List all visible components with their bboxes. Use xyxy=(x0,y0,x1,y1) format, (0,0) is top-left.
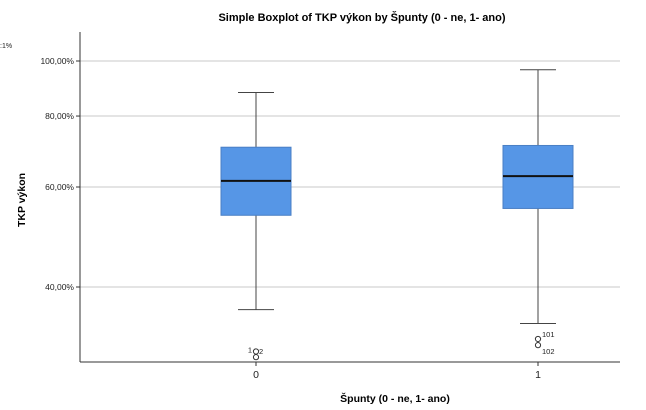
y-tick-labels: 40,00% 60,00% 80,00% 100,00% xyxy=(40,56,80,292)
chart-title: Simple Boxplot of TKP výkon by Špunty (0… xyxy=(218,11,505,24)
outlier-label: 1 xyxy=(248,345,252,354)
outlier-label: 102 xyxy=(542,347,555,356)
corner-annotation: :1% xyxy=(0,43,12,50)
y-tick-label: 40,00% xyxy=(45,282,74,292)
y-tick-label: 100,00% xyxy=(40,56,74,66)
outlier-point xyxy=(534,342,542,349)
y-tick-label: 80,00% xyxy=(45,111,74,121)
outlier-point xyxy=(252,354,260,361)
box-group-1: 101 102 xyxy=(502,69,574,356)
y-tick-label: 60,00% xyxy=(45,182,74,192)
outlier-label: 101 xyxy=(542,330,555,339)
outlier-point xyxy=(252,348,260,355)
outlier-label: 2 xyxy=(259,347,263,356)
box-series: 1 2 101 102 xyxy=(220,69,574,361)
x-category-label: 0 xyxy=(253,369,259,381)
x-category-label: 1 xyxy=(535,369,541,381)
outlier-point xyxy=(534,335,542,343)
x-axis-label: Špunty (0 - ne, 1- ano) xyxy=(340,392,450,405)
y-axis-label: TKP výkon xyxy=(16,173,28,227)
